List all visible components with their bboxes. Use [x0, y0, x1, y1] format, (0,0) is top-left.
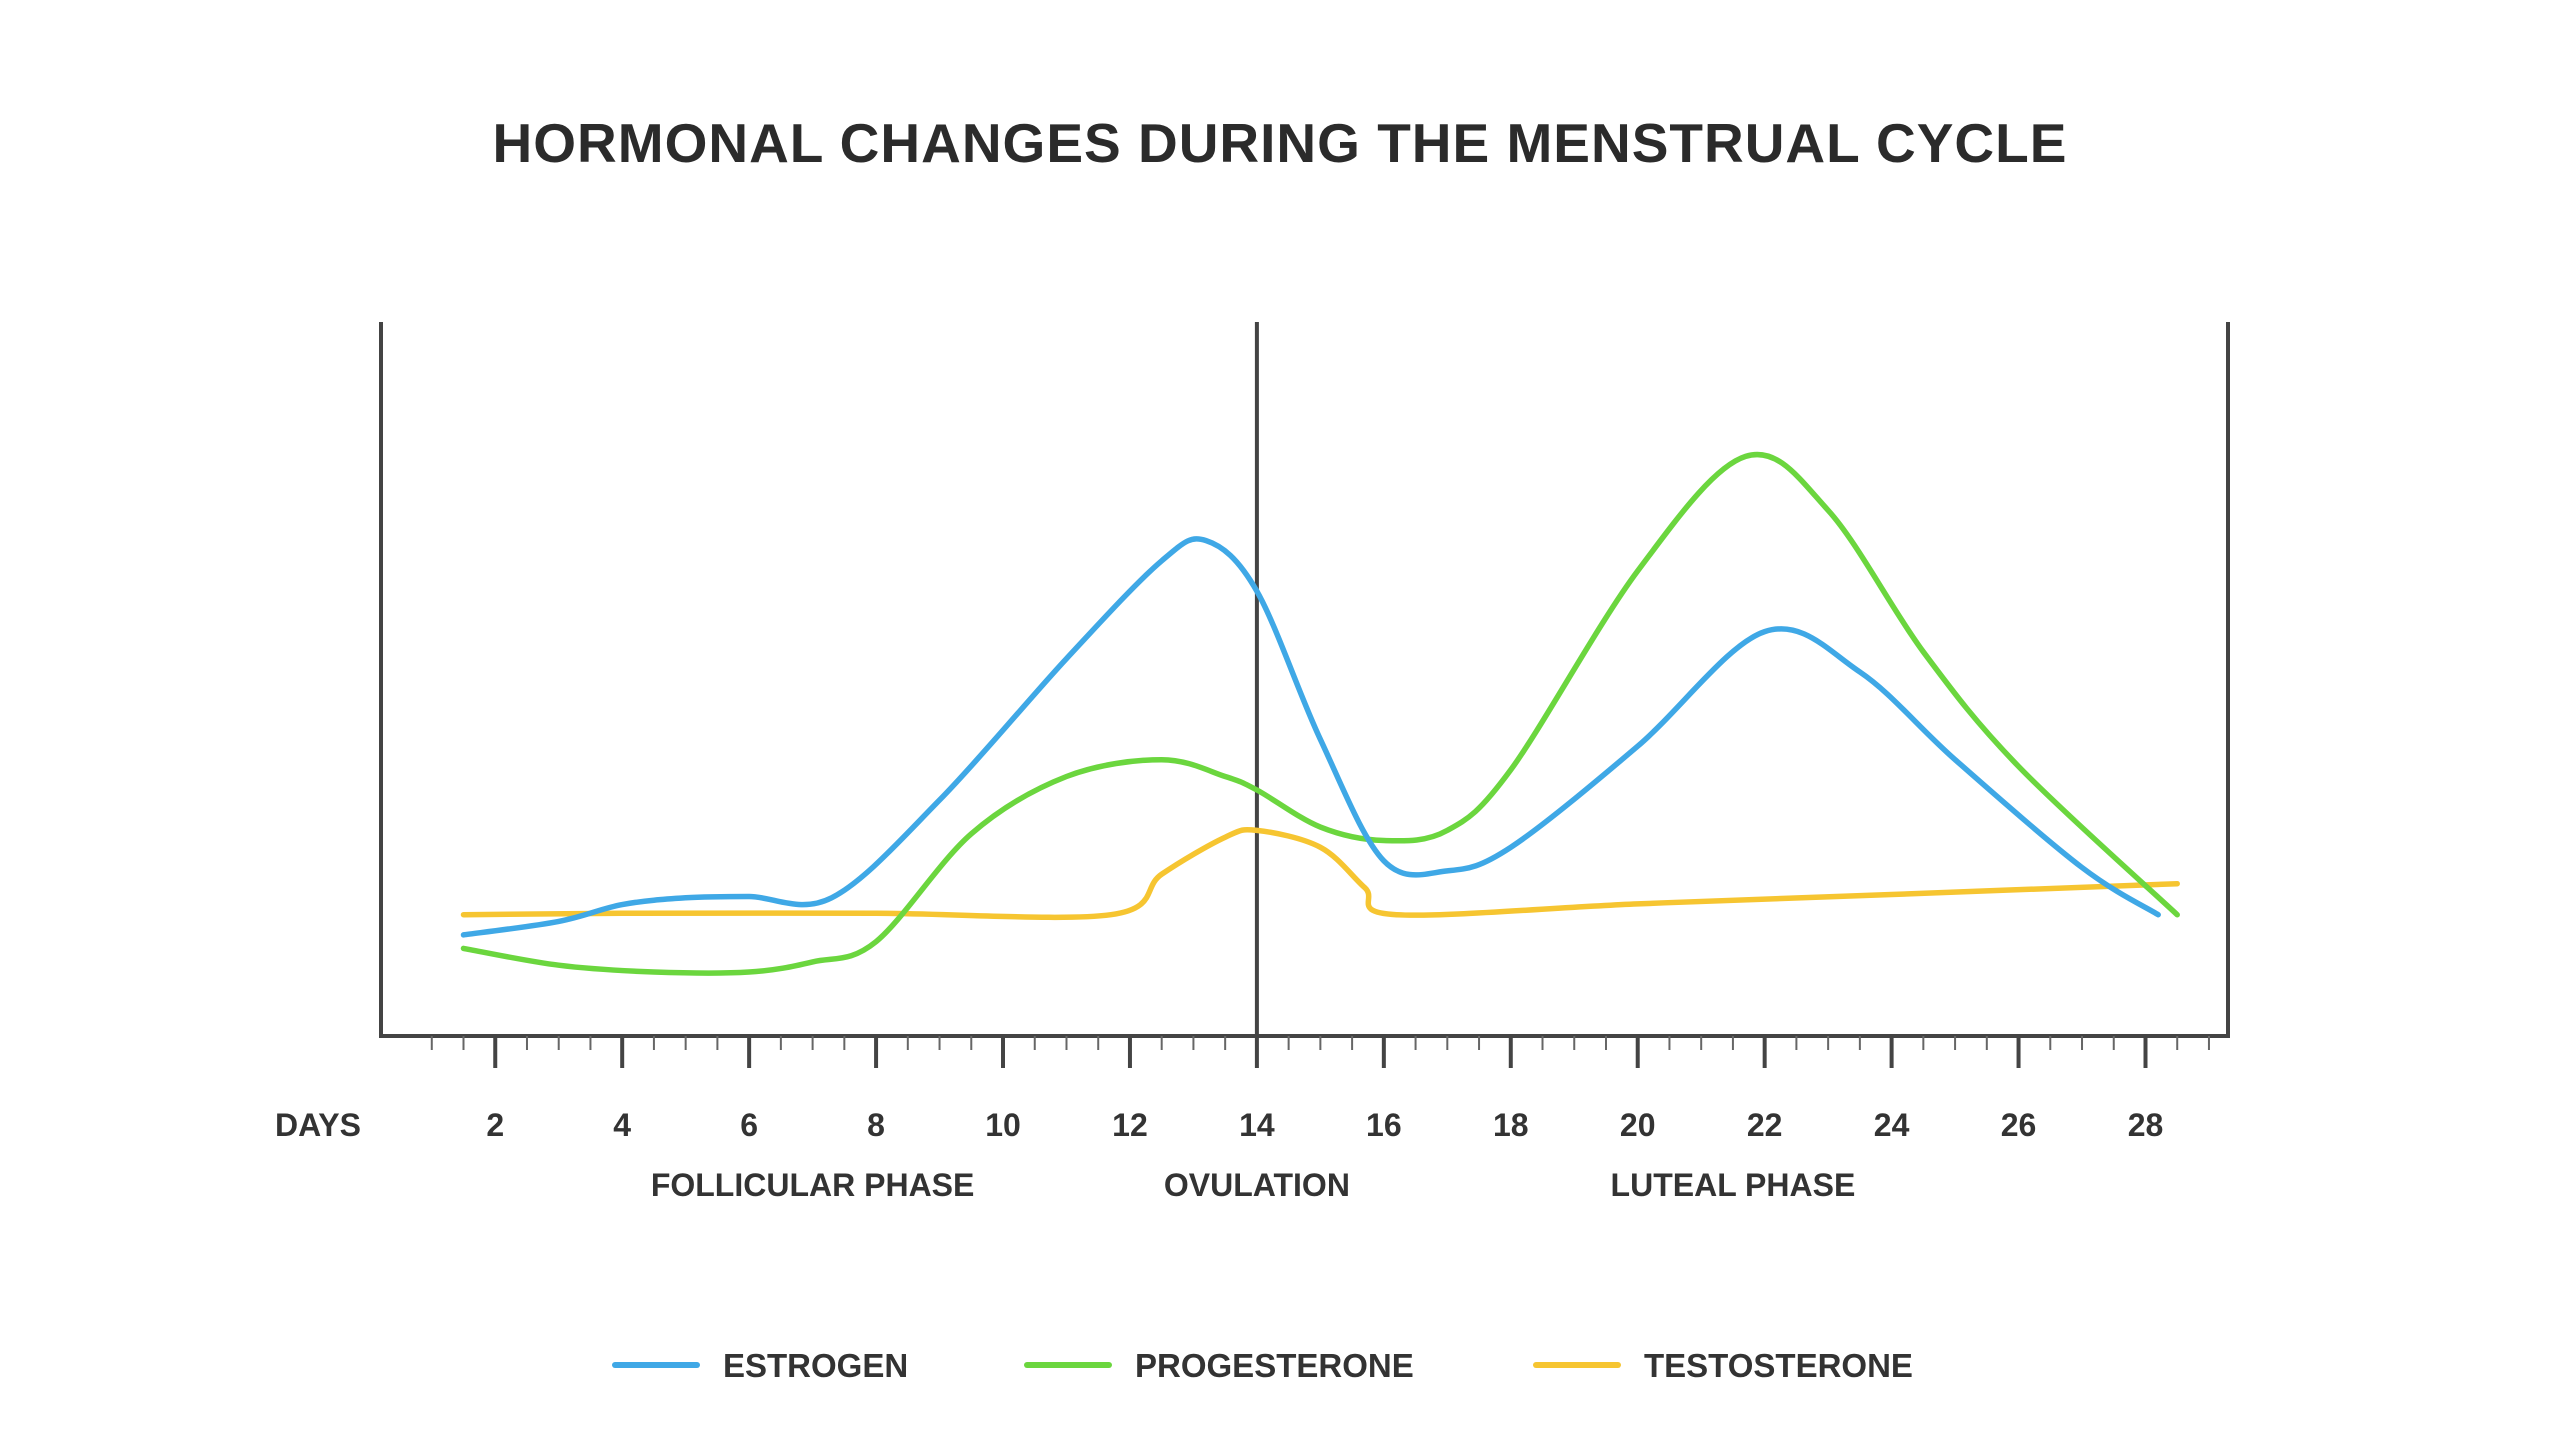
- series-line-progesterone: [460, 451, 2180, 976]
- legend-label-testosterone: TESTOSTERONE: [1644, 1347, 1913, 1384]
- legend-label-estrogen: ESTROGEN: [723, 1347, 908, 1384]
- tick-label-22: 22: [1747, 1107, 1783, 1143]
- phase-labels: FOLLICULAR PHASE OVULATION LUTEAL PHASE: [651, 1167, 1855, 1203]
- phase-label-ovulation: OVULATION: [1164, 1167, 1350, 1203]
- tick-label-28: 28: [2128, 1107, 2164, 1143]
- tick-label-16: 16: [1366, 1107, 1402, 1143]
- tick-label-6: 6: [740, 1107, 758, 1143]
- chart-title: HORMONAL CHANGES DURING THE MENSTRUAL CY…: [493, 112, 2068, 174]
- phase-label-follicular-phase: FOLLICULAR PHASE: [651, 1167, 975, 1203]
- tick-label-18: 18: [1493, 1107, 1529, 1143]
- phase-label-luteal-phase: LUTEAL PHASE: [1611, 1167, 1856, 1203]
- plot-frame: [379, 322, 2230, 1038]
- series-layer: [460, 451, 2180, 976]
- tick-label-2: 2: [486, 1107, 504, 1143]
- tick-label-26: 26: [2001, 1107, 2037, 1143]
- series-line-testosterone: [460, 826, 2180, 921]
- tick-label-10: 10: [985, 1107, 1021, 1143]
- x-axis-tick-labels: 2 4 6 8 10 12 14 16 18 20 22 24 26 28: [486, 1107, 2163, 1143]
- tick-label-14: 14: [1239, 1107, 1275, 1143]
- tick-label-4: 4: [613, 1107, 631, 1143]
- tick-label-20: 20: [1620, 1107, 1656, 1143]
- tick-label-24: 24: [1874, 1107, 1910, 1143]
- tick-label-12: 12: [1112, 1107, 1148, 1143]
- legend-label-progesterone: PROGESTERONE: [1135, 1347, 1414, 1384]
- tick-label-8: 8: [867, 1107, 885, 1143]
- legend: ESTROGEN PROGESTERONE TESTOSTERONE: [612, 1347, 1913, 1384]
- x-axis-label: DAYS: [275, 1107, 361, 1143]
- x-axis-ticks: [430, 1036, 2210, 1068]
- series-line-estrogen: [460, 536, 2161, 938]
